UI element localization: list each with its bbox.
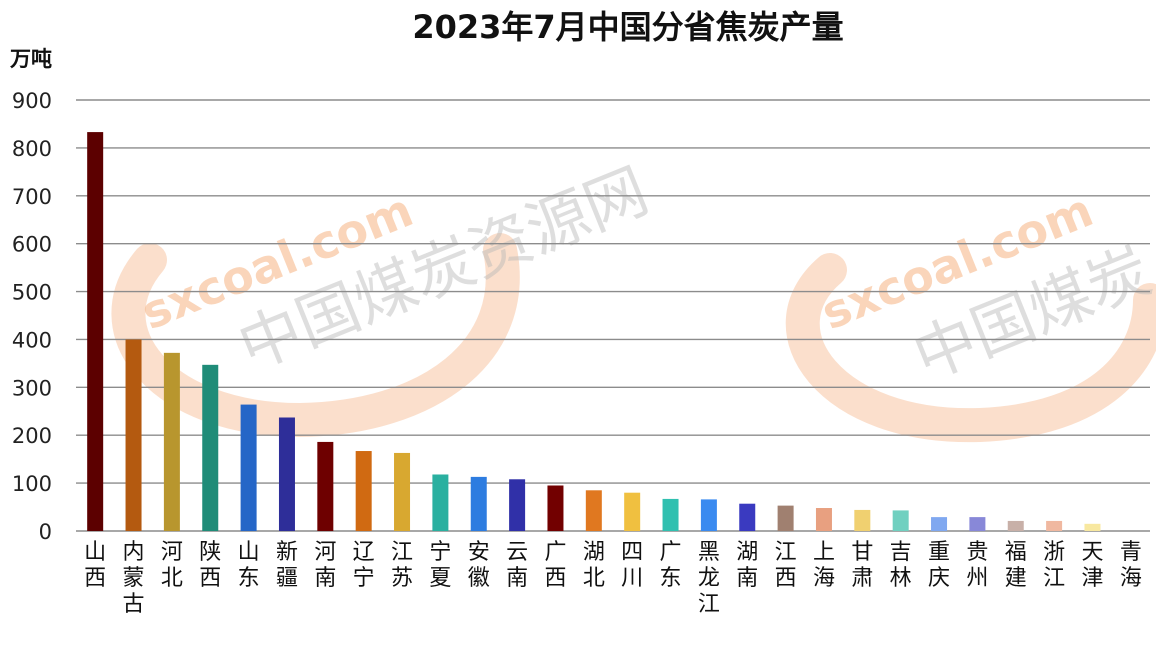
- bar-18: [777, 505, 794, 531]
- x-tick-label: 山西: [84, 540, 106, 591]
- x-tick-label: 甘肃: [851, 540, 873, 591]
- bar-5: [278, 417, 295, 531]
- x-tick-label: 新疆: [276, 540, 298, 591]
- bar-14: [624, 492, 641, 531]
- y-tick-label: 200: [12, 424, 52, 448]
- y-axis-unit: 万吨: [9, 47, 52, 71]
- bar-12: [547, 485, 564, 531]
- bar-0: [87, 132, 104, 531]
- x-tick-label: 广西: [544, 540, 566, 591]
- watermark-ring-right: [785, 253, 1156, 443]
- bar-10: [470, 476, 487, 531]
- x-tick-label: 天津: [1081, 540, 1103, 591]
- bar-24: [1007, 520, 1024, 531]
- bar-11: [509, 479, 526, 531]
- bar-2: [163, 352, 180, 531]
- y-tick-label: 800: [12, 137, 52, 161]
- bar-17: [739, 503, 756, 531]
- watermark-ring-left: [111, 233, 520, 438]
- x-tick-label: 江苏: [391, 540, 413, 591]
- x-tick-label: 河南: [314, 540, 336, 591]
- bar-9: [432, 474, 449, 531]
- bar-26: [1084, 523, 1101, 531]
- y-tick-label: 600: [12, 233, 52, 257]
- bar-4: [240, 404, 257, 531]
- y-tick-label: 700: [12, 185, 52, 209]
- x-tick-label: 福建: [1005, 540, 1027, 591]
- y-tick-label: 400: [12, 328, 52, 352]
- x-tick-label: 湖北: [583, 540, 605, 591]
- bar-25: [1046, 520, 1063, 531]
- x-tick-label: 安徽: [468, 540, 490, 591]
- x-tick-label: 内蒙古: [123, 540, 145, 617]
- y-tick-label: 300: [12, 376, 52, 400]
- bar-22: [931, 517, 948, 531]
- bar-20: [854, 509, 871, 531]
- x-tick-label: 山东: [238, 540, 260, 591]
- bar-3: [202, 364, 219, 531]
- y-tick-label: 500: [12, 281, 52, 305]
- bar-23: [969, 517, 986, 531]
- y-axis-ticks: 0 100 200 300 400 500 600 700 800 900: [12, 89, 52, 544]
- bar-16: [700, 499, 717, 531]
- x-tick-label: 青海: [1120, 540, 1142, 591]
- x-tick-label: 黑龙江: [698, 540, 720, 617]
- x-tick-label: 贵州: [966, 540, 988, 591]
- x-tick-label: 陕西: [199, 540, 221, 591]
- bar-8: [394, 452, 411, 531]
- x-tick-label: 重庆: [928, 540, 950, 591]
- y-tick-label: 100: [12, 472, 52, 496]
- bar-15: [662, 498, 679, 531]
- bar-21: [892, 510, 909, 531]
- bar-6: [317, 441, 334, 531]
- x-tick-label: 宁夏: [429, 540, 451, 591]
- gridlines: [76, 99, 1150, 484]
- bar-13: [585, 490, 602, 531]
- x-tick-label: 四川: [621, 540, 643, 591]
- watermark: sxcoal.com 中国煤炭资源网 sxcoal.com 中国煤炭: [111, 154, 1156, 443]
- x-tick-label: 吉林: [890, 540, 912, 591]
- x-tick-label: 湖南: [736, 540, 758, 591]
- x-tick-label: 浙江: [1043, 540, 1065, 591]
- x-axis-labels: 山西内蒙古河北陕西山东新疆河南辽宁江苏宁夏安徽云南广西湖北四川广东黑龙江湖南江西…: [84, 540, 1142, 617]
- x-tick-label: 云南: [506, 540, 528, 591]
- y-tick-label: 900: [12, 89, 52, 113]
- x-tick-label: 河北: [161, 540, 183, 591]
- x-tick-label: 广东: [660, 540, 682, 591]
- x-tick-label: 上海: [813, 540, 835, 591]
- chart-title: 2023年7月中国分省焦炭产量: [412, 8, 843, 46]
- x-tick-label: 辽宁: [353, 540, 375, 591]
- bar-7: [355, 451, 372, 531]
- bars: [87, 132, 1101, 531]
- y-tick-label: 0: [39, 520, 52, 544]
- x-tick-label: 江西: [775, 540, 797, 591]
- bar-19: [815, 508, 832, 531]
- bar-1: [125, 339, 142, 531]
